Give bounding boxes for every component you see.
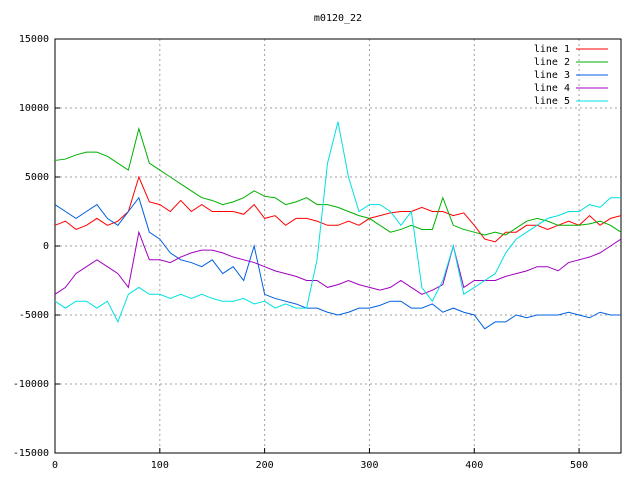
x-tick-label: 0 [52,460,58,471]
y-tick-label: 0 [43,241,49,252]
y-tick-label: -5000 [19,310,49,321]
legend-label: line 2 [534,57,570,68]
data-line [54,196,621,330]
plot-frame [54,38,622,454]
x-tick-label: 200 [256,460,274,471]
chart-title: m0120_22 [314,13,362,24]
legend-label: line 3 [534,70,570,81]
y-tick-label: 10000 [19,103,49,114]
y-tick-label: 5000 [25,172,49,183]
x-tick-label: 100 [151,460,169,471]
x-tick-label: 300 [360,460,378,471]
x-tick-label: 500 [570,460,588,471]
legend-label: line 5 [534,96,570,107]
legend-label: line 4 [534,83,570,94]
data-line [54,175,622,243]
data-line [54,126,622,236]
y-tick-label: -10000 [13,379,49,390]
legend-label: line 1 [534,44,570,55]
data-line [54,121,621,324]
x-tick-label: 400 [465,460,483,471]
data-line [54,230,622,295]
y-tick-label: 15000 [19,34,49,45]
y-tick-label: -15000 [13,448,49,459]
